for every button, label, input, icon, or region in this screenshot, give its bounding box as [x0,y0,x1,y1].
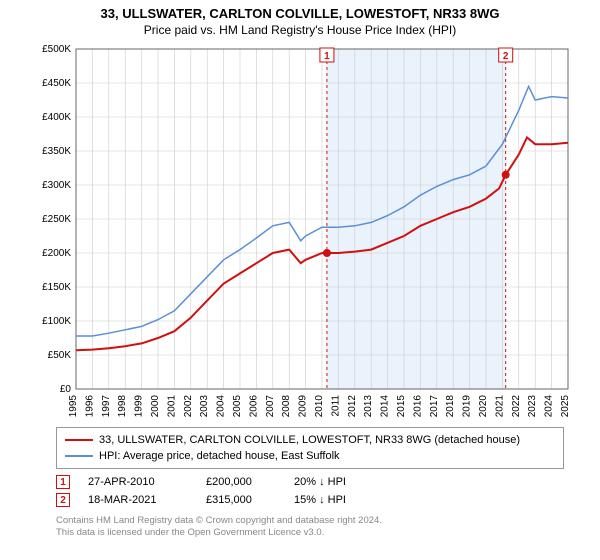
svg-text:£100K: £100K [42,316,71,327]
svg-text:2012: 2012 [347,395,358,418]
svg-text:2020: 2020 [478,395,489,418]
svg-text:1995: 1995 [68,395,79,418]
legend-label-hpi: HPI: Average price, detached house, East… [99,450,340,462]
svg-text:1998: 1998 [117,395,128,418]
svg-text:£250K: £250K [42,214,71,225]
sale-row-1: 1 27-APR-2010 £200,000 20% ↓ HPI [56,473,564,491]
svg-text:£150K: £150K [42,282,71,293]
svg-text:2019: 2019 [462,395,473,418]
sale-price-1: £200,000 [206,476,276,488]
svg-text:£50K: £50K [48,350,72,361]
legend-item-property: 33, ULLSWATER, CARLTON COLVILLE, LOWESTO… [65,432,555,448]
svg-text:2001: 2001 [166,395,177,418]
svg-text:2014: 2014 [380,395,391,418]
svg-text:2007: 2007 [265,395,276,418]
legend-swatch-property [65,439,93,441]
footer-attribution: Contains HM Land Registry data © Crown c… [56,515,564,540]
sales-table: 1 27-APR-2010 £200,000 20% ↓ HPI 2 18-MA… [56,473,564,509]
svg-text:£500K: £500K [42,44,71,55]
svg-text:2024: 2024 [544,395,555,418]
chart-title-line1: 33, ULLSWATER, CARLTON COLVILLE, LOWESTO… [0,6,600,21]
svg-text:£450K: £450K [42,78,71,89]
price-chart: £0 £50K £100K £150K £200K £250K £300K £350K £400… [36,41,576,421]
sale-date-2: 18-MAR-2021 [88,494,188,506]
svg-text:2000: 2000 [150,395,161,418]
svg-text:2021: 2021 [494,395,505,418]
svg-text:2002: 2002 [183,395,194,418]
sale-date-1: 27-APR-2010 [88,476,188,488]
svg-text:£0: £0 [60,384,72,395]
svg-text:1: 1 [324,51,330,62]
svg-text:1997: 1997 [101,395,112,418]
legend-label-property: 33, ULLSWATER, CARLTON COLVILLE, LOWESTO… [99,434,520,446]
svg-text:2016: 2016 [412,395,423,418]
legend-swatch-hpi [65,455,93,457]
svg-text:2006: 2006 [248,395,259,418]
svg-text:2017: 2017 [429,395,440,418]
sale-rel-2: 15% ↓ HPI [294,494,384,506]
svg-text:£350K: £350K [42,146,71,157]
chart-container: £0 £50K £100K £150K £200K £250K £300K £350K £400… [36,41,596,421]
svg-text:2005: 2005 [232,395,243,418]
svg-text:2010: 2010 [314,395,325,418]
svg-text:2025: 2025 [560,395,571,418]
svg-text:2013: 2013 [363,395,374,418]
legend: 33, ULLSWATER, CARLTON COLVILLE, LOWESTO… [56,427,564,469]
svg-text:£400K: £400K [42,112,71,123]
svg-text:£300K: £300K [42,180,71,191]
svg-text:£200K: £200K [42,248,71,259]
sale-price-2: £315,000 [206,494,276,506]
svg-text:2023: 2023 [527,395,538,418]
svg-text:2015: 2015 [396,395,407,418]
svg-text:1996: 1996 [84,395,95,418]
sale-marker-1: 1 [56,475,70,489]
svg-text:2011: 2011 [330,395,341,417]
svg-text:2018: 2018 [445,395,456,418]
svg-text:2: 2 [503,51,509,62]
svg-text:1999: 1999 [134,395,145,418]
svg-text:2004: 2004 [216,395,227,418]
svg-text:2003: 2003 [199,395,210,418]
chart-title-line2: Price paid vs. HM Land Registry's House … [0,23,600,37]
svg-text:2022: 2022 [511,395,522,418]
sale-marker-2: 2 [56,493,70,507]
footer-line2: This data is licensed under the Open Gov… [56,527,564,539]
sale-row-2: 2 18-MAR-2021 £315,000 15% ↓ HPI [56,491,564,509]
svg-text:2008: 2008 [281,395,292,418]
legend-item-hpi: HPI: Average price, detached house, East… [65,448,555,464]
footer-line1: Contains HM Land Registry data © Crown c… [56,515,564,527]
sale-rel-1: 20% ↓ HPI [294,476,384,488]
svg-text:2009: 2009 [298,395,309,418]
